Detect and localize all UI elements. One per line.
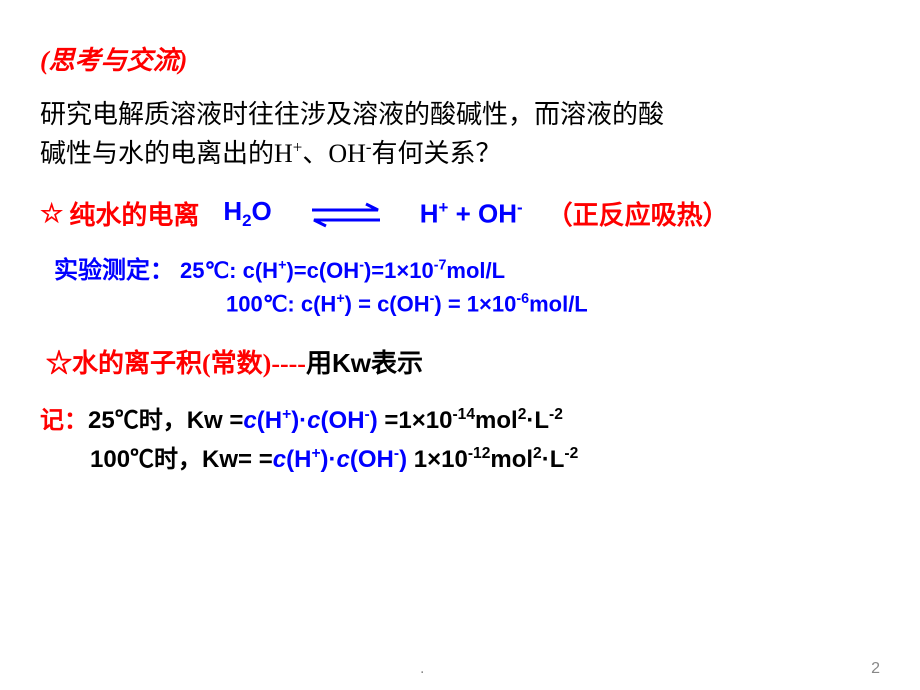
f25j: ·L	[526, 407, 549, 434]
formula-100c: 100℃时，Kw= =c(H+)·c(OH-) 1×10-12mol2·L-2	[90, 441, 880, 479]
e25a: 25℃: c(H	[180, 258, 278, 283]
equilibrium-arrow-icon	[306, 200, 386, 228]
sup-neg7: -7	[434, 258, 447, 274]
ionization-equation: ☆纯水的电离 H2O H+ + OH- （正反应吸热）	[40, 195, 880, 232]
f100h: 1×10	[407, 446, 468, 473]
footer-dot: .	[420, 660, 424, 678]
sup-minus-2: -	[517, 198, 523, 217]
f25i: mol	[475, 407, 518, 434]
f25g: )	[370, 407, 385, 434]
f100b: c	[273, 446, 286, 473]
plus-oh: + OH	[448, 198, 517, 228]
sup-plus-4: +	[336, 291, 344, 307]
sup-neg12: -12	[468, 445, 491, 462]
q-line2b: 、OH	[302, 139, 366, 168]
page-number: 2	[871, 660, 880, 678]
f25c: (H	[257, 407, 282, 434]
star-1: ☆	[40, 199, 63, 229]
kw-c: Kw	[332, 348, 371, 378]
sup-neg6: -6	[516, 291, 529, 307]
f100g: )	[399, 446, 407, 473]
sup-2b: 2	[533, 445, 542, 462]
sup-neg2b: -2	[564, 445, 578, 462]
f100j: ·L	[542, 446, 565, 473]
sub-2: 2	[242, 211, 251, 230]
f100f: (OH	[350, 446, 394, 473]
section-title: (思考与交流)	[40, 40, 880, 77]
sup-plus-5: +	[282, 406, 291, 423]
sup-plus-6: +	[311, 445, 320, 462]
e100b: ) = c(OH	[345, 291, 430, 316]
exp-100c: 100℃: c(H+) = c(OH-) = 1×10-6mol/L	[226, 291, 880, 317]
e25c: )=1×10	[364, 258, 434, 283]
kw-red: 水的离子积(常数)----	[72, 349, 306, 378]
f25d: )·	[291, 407, 307, 434]
f100a: 100℃时，Kw= =	[90, 446, 273, 473]
products: H+ + OH-	[420, 198, 523, 230]
f100d: )·	[321, 446, 337, 473]
forward-note: （正反应吸热）	[547, 195, 729, 232]
h2o-h: H	[223, 196, 242, 226]
sup-plus-2: +	[439, 198, 449, 217]
f100c: (H	[286, 446, 311, 473]
f25h: =1×10	[384, 407, 452, 434]
kw-d: 表示	[371, 349, 423, 378]
q-line2a: 碱性与水的电离出的H	[40, 139, 293, 168]
star-2: ☆	[46, 349, 72, 378]
sup-plus: +	[293, 137, 303, 156]
question-text: 研究电解质溶液时往往涉及溶液的酸碱性，而溶液的酸 碱性与水的电离出的H+、OH-…	[40, 95, 880, 173]
rec-label: 记：	[40, 408, 88, 434]
e25d: mol/L	[446, 258, 505, 283]
ionization-label: 纯水的电离	[69, 195, 199, 232]
exp-25c: 25℃: c(H+)=c(OH-)=1×10-7mol/L	[180, 258, 505, 283]
e25b: )=c(OH	[286, 258, 359, 283]
h2o: H2O	[223, 196, 271, 231]
slide-footer: . 2	[40, 660, 880, 678]
sup-neg2a: -2	[549, 406, 563, 423]
f25b: c	[243, 407, 256, 434]
q-line1: 研究电解质溶液时往往涉及溶液的酸碱性，而溶液的酸	[40, 100, 664, 129]
e100c: ) = 1×10	[434, 291, 516, 316]
f100i: mol	[490, 446, 533, 473]
f25e: c	[307, 407, 320, 434]
prod-h: H	[420, 198, 439, 228]
sup-neg14: -14	[452, 406, 475, 423]
kw-definition: ☆水的离子积(常数)----用Kw表示	[40, 343, 880, 380]
experiment-block: 实验测定： 25℃: c(H+)=c(OH-)=1×10-7mol/L	[40, 250, 880, 285]
exp-label: 实验测定：	[54, 258, 174, 284]
f25a: 25℃时，Kw =	[88, 407, 243, 434]
e100d: mol/L	[529, 291, 588, 316]
kw-b: 用	[306, 349, 332, 378]
q-line2c: 有何关系？	[372, 139, 502, 168]
f25f: (OH	[321, 407, 365, 434]
formula-25c: 记：25℃时，Kw =c(H+)·c(OH-) =1×10-14mol2·L-2	[40, 402, 880, 440]
e100a: 100℃: c(H	[226, 291, 336, 316]
f100e: c	[337, 446, 350, 473]
